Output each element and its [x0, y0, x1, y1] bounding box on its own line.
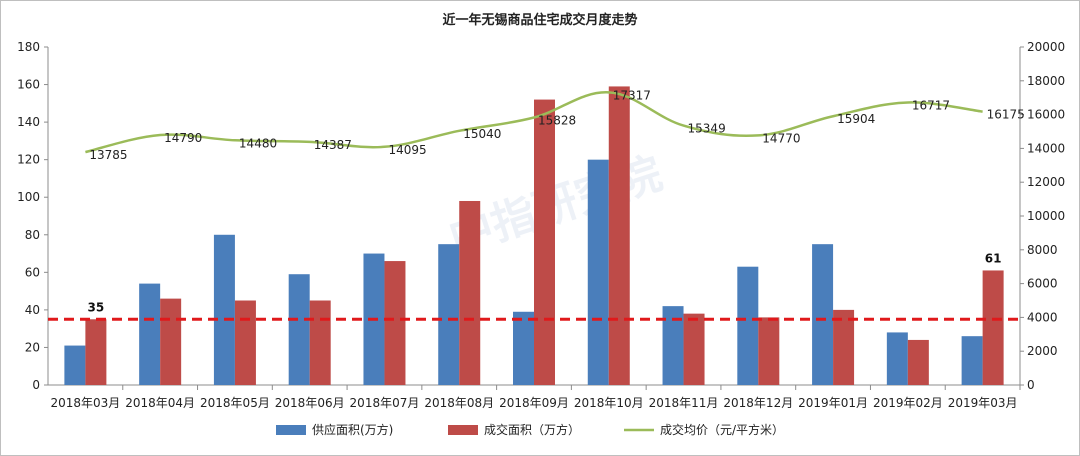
y-right-tick-label: 14000: [1027, 141, 1065, 155]
y-left-tick-label: 120: [17, 153, 40, 167]
chart-title: 近一年无锡商品住宅成交月度走势: [442, 12, 637, 28]
x-tick-label: 2018年11月: [649, 396, 719, 410]
x-tick-label: 2018年09月: [499, 396, 569, 410]
price-data-label: 13785: [89, 148, 127, 162]
deal-bar: [833, 309, 855, 385]
x-tick-label: 2019年02月: [873, 396, 943, 410]
y-left-tick-label: 140: [17, 115, 40, 129]
bar-data-label: 35: [88, 300, 105, 314]
x-tick-label: 2018年03月: [50, 396, 120, 410]
x-tick-label: 2019年01月: [798, 396, 868, 410]
price-data-label: 17317: [613, 88, 651, 102]
supply-bar: [513, 311, 534, 385]
deal-bar: [85, 319, 107, 385]
bar-data-label: 61: [985, 251, 1002, 265]
deal-bar: [608, 86, 630, 385]
price-data-label: 15349: [688, 122, 726, 136]
supply-bar: [288, 274, 310, 385]
price-data-label: 14095: [388, 143, 426, 157]
plot-area: 0 20 40 60 80 100 120 140 160 180 0 2000 4000 6000 800…: [17, 40, 1065, 410]
price-data-label: 14480: [239, 136, 277, 150]
y-right-tick-label: 0: [1027, 378, 1035, 392]
legend: 供应面积(万方) 成交面积（万方） 成交均价（元/平方米）: [276, 422, 784, 437]
x-tick-label: 2018年07月: [350, 396, 420, 410]
deal-bar: [534, 99, 555, 386]
price-data-label: 14790: [164, 131, 202, 145]
deal-bar: [309, 300, 331, 385]
deal-bar: [907, 339, 929, 385]
legend-label: 成交均价（元/平方米）: [660, 422, 784, 437]
price-data-label: 14770: [762, 131, 800, 145]
x-tick-label: 2018年04月: [125, 396, 195, 410]
deal-bar: [384, 261, 406, 385]
x-tick-label: 2018年06月: [275, 396, 345, 410]
y-left-tick-label: 160: [17, 78, 40, 92]
x-tick-label: 2018年12月: [723, 396, 793, 410]
x-tick-label: 2018年08月: [424, 396, 494, 410]
supply-bar: [812, 244, 834, 385]
supply-bar: [139, 283, 161, 385]
price-data-label: 14387: [314, 138, 352, 152]
y-left-tick-label: 0: [32, 378, 40, 392]
y-right-tick-label: 10000: [1027, 209, 1065, 223]
supply-bar: [64, 345, 86, 385]
supply-bar: [737, 266, 759, 385]
legend-swatch-supply: [276, 425, 306, 435]
deal-bar: [982, 270, 1004, 385]
price-line: [85, 91, 983, 154]
price-data-label: 15904: [837, 112, 875, 126]
y-right-tick-label: 4000: [1027, 310, 1058, 324]
supply-bar: [213, 234, 235, 385]
y-left-tick-label: 40: [25, 303, 40, 317]
supply-bar: [438, 244, 460, 385]
deal-bar: [234, 300, 256, 385]
price-data-label: 16175: [987, 108, 1025, 122]
y-left-tick-label: 80: [25, 228, 40, 242]
legend-label: 供应面积(万方): [312, 422, 393, 437]
supply-bar: [961, 336, 983, 385]
y-right-tick-label: 6000: [1027, 277, 1058, 291]
x-tick-label: 2018年05月: [200, 396, 270, 410]
supply-bar: [587, 159, 609, 385]
y-left-tick-label: 20: [25, 340, 40, 354]
y-right-tick-label: 2000: [1027, 344, 1058, 358]
supply-bar: [662, 306, 684, 385]
y-left-tick-label: 100: [17, 190, 40, 204]
y-right-tick-label: 16000: [1027, 108, 1065, 122]
y-left-tick-label: 60: [25, 265, 40, 279]
x-tick-label: 2018年10月: [574, 396, 644, 410]
deal-bar: [160, 298, 182, 385]
y-right-tick-label: 20000: [1027, 40, 1065, 54]
y-right-tick-label: 18000: [1027, 74, 1065, 88]
legend-label: 成交面积（万方）: [484, 422, 580, 437]
price-data-label: 16717: [912, 98, 950, 112]
y-right-tick-label: 8000: [1027, 243, 1058, 257]
deal-bar: [683, 313, 705, 385]
deal-bar: [459, 200, 481, 385]
supply-bar: [886, 332, 908, 385]
price-data-label: 15040: [463, 127, 501, 141]
y-left-tick-label: 180: [17, 40, 40, 54]
legend-swatch-deal: [448, 425, 478, 435]
price-data-label: 15828: [538, 114, 576, 128]
deal-bar: [758, 317, 780, 385]
y-right-tick-label: 12000: [1027, 175, 1065, 189]
x-tick-label: 2019年03月: [948, 396, 1018, 410]
